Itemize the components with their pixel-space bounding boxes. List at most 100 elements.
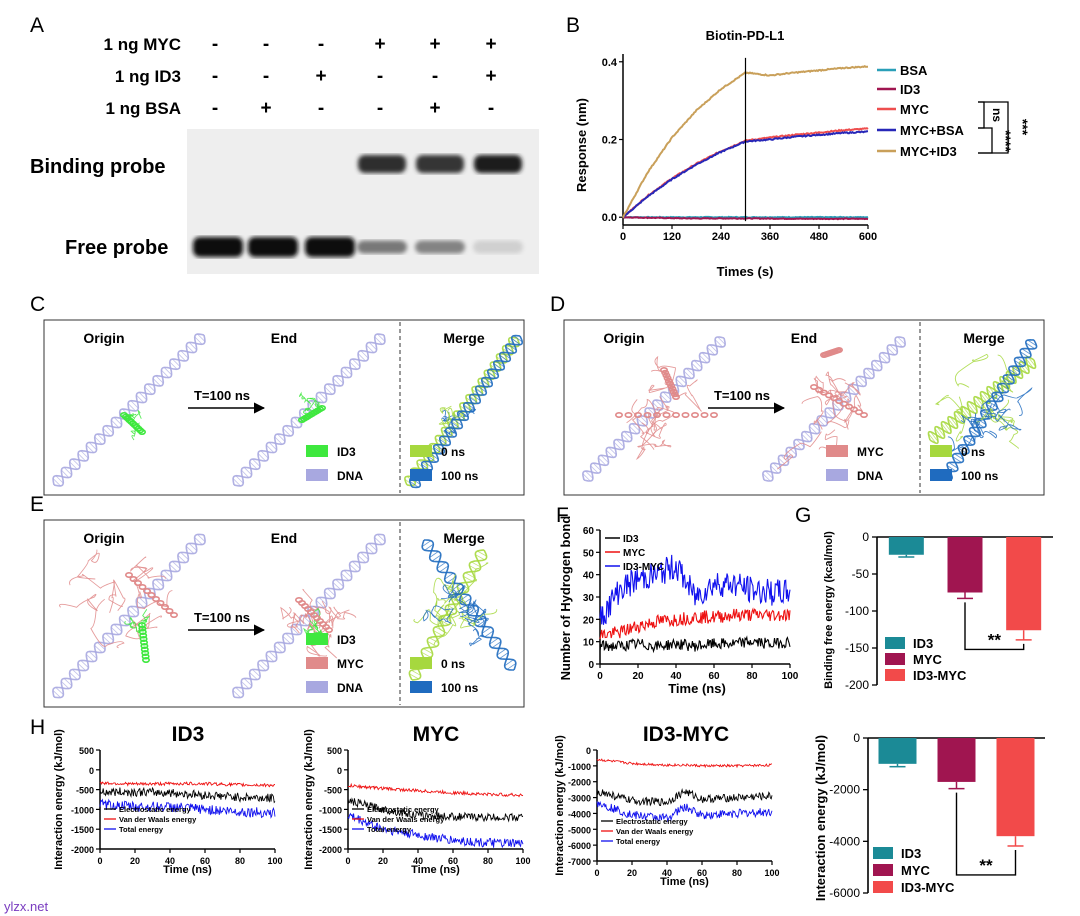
protein-helix	[829, 395, 838, 402]
legend-swatch	[306, 469, 328, 481]
legend-label: MYC	[857, 445, 884, 459]
x-tick-label: 60	[708, 671, 720, 682]
chart-f-ylabel: Number of Hydrogen bond	[558, 516, 573, 681]
protein-coil	[439, 405, 452, 425]
dna-rung	[475, 388, 485, 396]
gel-lane-sign: -	[318, 34, 324, 55]
dna-rung	[513, 335, 523, 343]
dna-rung	[172, 358, 181, 367]
legend-label: ID3	[901, 846, 921, 861]
protein-coil	[324, 629, 338, 659]
dna-rung	[941, 423, 950, 434]
dna-rung	[652, 402, 661, 411]
x-tick-label: 20	[130, 856, 140, 866]
dna-rung	[701, 352, 710, 361]
dna-rung	[699, 355, 708, 363]
dna-rung	[1027, 339, 1037, 347]
dna-rung	[585, 470, 594, 479]
series-line	[596, 800, 773, 823]
dna-rung	[86, 444, 95, 453]
dna-rung	[52, 478, 61, 487]
protein-coil	[431, 605, 454, 624]
protein-helix	[834, 346, 843, 353]
dna-rung	[874, 360, 883, 369]
protein-helix	[140, 639, 149, 646]
chart-b-ylabel: Response (nm)	[574, 98, 589, 192]
protein-helix	[681, 411, 690, 418]
protein-coil	[454, 562, 489, 605]
dna-rung	[965, 436, 975, 443]
gel-lane-sign: -	[318, 98, 324, 119]
dna-rung	[507, 663, 516, 670]
protein-coil	[843, 394, 864, 423]
dna-rung	[169, 361, 178, 370]
dna-rung	[457, 413, 467, 421]
protein-coil	[136, 565, 167, 581]
dna-rung	[616, 439, 625, 448]
dna-rung	[138, 597, 147, 605]
series-line	[99, 780, 275, 788]
dna-rung	[423, 648, 433, 654]
dna-rung	[969, 401, 978, 412]
legend-label: 0 ns	[961, 445, 985, 459]
dna-rung	[147, 383, 156, 392]
protein-coil	[324, 611, 357, 625]
dna-rung	[1019, 363, 1028, 374]
dna-rung	[459, 594, 469, 602]
column-label: Merge	[443, 330, 484, 346]
dna-rung	[285, 633, 294, 641]
gel-row-label: 1 ng MYC	[104, 35, 181, 54]
dna-rung	[1021, 361, 1030, 372]
dna-rung	[707, 347, 716, 356]
dna-rung	[439, 565, 449, 573]
x-axis-label: Time (ns)	[163, 864, 212, 876]
dna-rung	[678, 376, 687, 385]
panel-d: D Origin End Merge T=100 ns MYC DNA 0 ns 100 ns	[550, 293, 1045, 496]
dna-rung	[600, 455, 609, 463]
legend-swatch	[306, 445, 328, 457]
dna-rung	[858, 376, 867, 385]
y-tick-label: -1000	[71, 805, 94, 815]
dna-rung	[102, 428, 111, 437]
y-tick-label: 10	[583, 638, 595, 649]
x-tick-label: 240	[712, 231, 730, 243]
protein-coil	[438, 411, 451, 427]
dna-rung	[988, 401, 998, 408]
y-tick-label: -3000	[568, 794, 591, 804]
protein-coil	[816, 382, 861, 396]
dna-rung	[177, 555, 186, 563]
dna-rung	[343, 367, 352, 376]
bar	[947, 537, 983, 593]
dna-rung	[475, 554, 485, 561]
dna-rung	[471, 394, 481, 401]
legend-swatch	[873, 864, 893, 876]
protein-coil	[631, 399, 655, 450]
legend-label: 0 ns	[441, 445, 465, 459]
dna-rung	[77, 663, 86, 671]
dna-rung	[257, 663, 266, 671]
dna-rung	[793, 441, 802, 450]
protein-helix	[125, 571, 134, 578]
protein-helix	[854, 409, 863, 416]
dna-rung	[130, 400, 139, 409]
series-line	[348, 782, 524, 798]
gel-lane-sign: +	[429, 34, 440, 55]
x-tick-label: 80	[235, 856, 245, 866]
y-tick-label: -500	[324, 786, 342, 796]
y-tick-label: -150	[845, 641, 869, 655]
protein-coil	[458, 408, 476, 417]
dna-rung	[879, 355, 888, 363]
dna-rung	[155, 579, 164, 587]
protein-helix	[140, 642, 149, 649]
dna-rung	[762, 473, 771, 482]
x-tick-label: 40	[165, 856, 175, 866]
dna-rung	[819, 415, 828, 424]
dna-rung	[243, 678, 252, 686]
dna-rung	[848, 386, 857, 395]
legend-label: Total energy	[367, 825, 412, 834]
legend-label: ID3-MYC	[913, 668, 967, 683]
dna-rung	[293, 417, 302, 426]
legend-label: MYC	[337, 657, 364, 671]
dna-rung	[809, 426, 818, 434]
free-band	[193, 237, 243, 257]
